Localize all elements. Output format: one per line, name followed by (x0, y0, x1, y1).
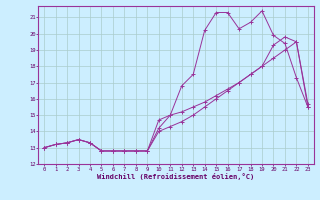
X-axis label: Windchill (Refroidissement éolien,°C): Windchill (Refroidissement éolien,°C) (97, 173, 255, 180)
